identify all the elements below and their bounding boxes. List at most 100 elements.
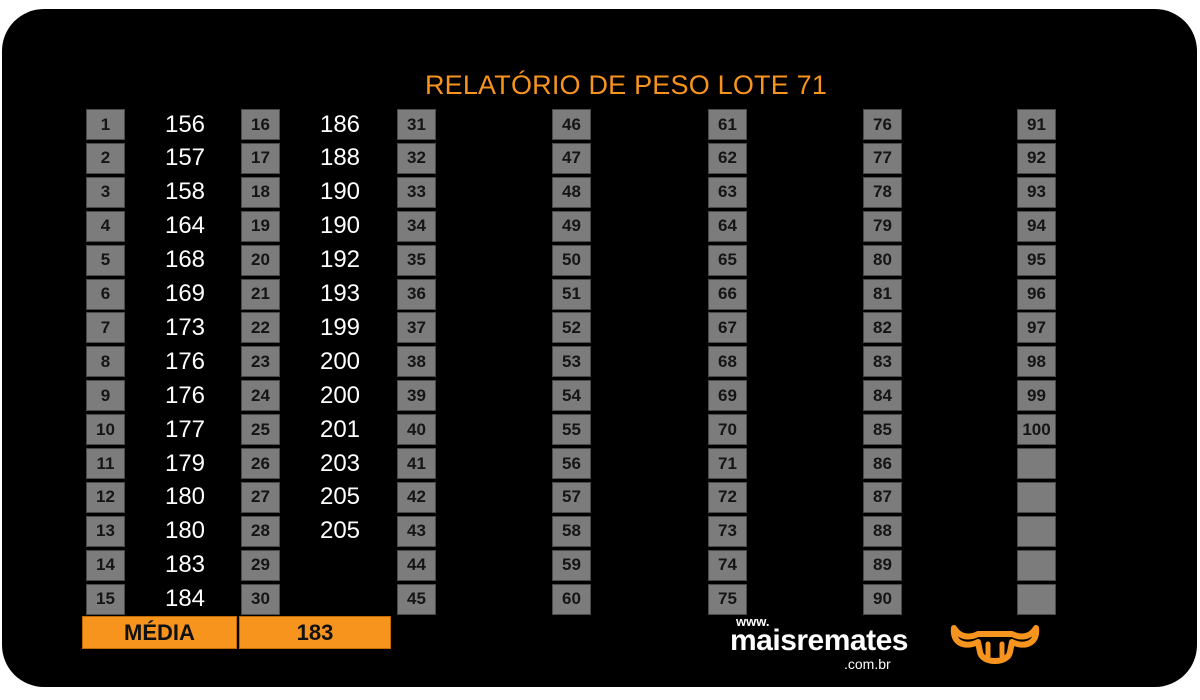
animal-number-cell: 18 bbox=[241, 176, 280, 208]
empty-cell bbox=[1017, 481, 1056, 513]
weight-value: 177 bbox=[164, 415, 206, 443]
animal-number-cell: 76 bbox=[863, 109, 902, 140]
animal-number-cell: 24 bbox=[241, 380, 280, 412]
animal-number-cell: 10 bbox=[86, 414, 125, 446]
animal-number-cell: 89 bbox=[863, 549, 902, 581]
animal-number-cell: 6 bbox=[86, 278, 125, 310]
animal-number-cell: 40 bbox=[397, 414, 436, 446]
animal-number-cell: 9 bbox=[86, 380, 125, 412]
animal-number-cell: 55 bbox=[552, 414, 591, 446]
animal-number-cell: 79 bbox=[863, 210, 902, 242]
animal-number-cell: 75 bbox=[708, 583, 747, 615]
animal-number-cell: 47 bbox=[552, 142, 591, 174]
animal-number-cell: 29 bbox=[241, 549, 280, 581]
animal-number-cell: 65 bbox=[708, 244, 747, 276]
animal-number-cell: 35 bbox=[397, 244, 436, 276]
animal-number-cell: 88 bbox=[863, 515, 902, 547]
animal-number-cell: 96 bbox=[1017, 278, 1056, 310]
animal-number-cell: 70 bbox=[708, 414, 747, 446]
weight-value: 199 bbox=[319, 313, 361, 341]
animal-number-cell: 83 bbox=[863, 346, 902, 378]
animal-number-cell: 31 bbox=[397, 109, 436, 140]
animal-number-cell: 67 bbox=[708, 312, 747, 344]
weight-value: 205 bbox=[319, 483, 361, 511]
animal-number-cell: 57 bbox=[552, 481, 591, 513]
empty-cell bbox=[1017, 515, 1056, 547]
animal-number-cell: 64 bbox=[708, 210, 747, 242]
weight-value: 180 bbox=[164, 483, 206, 511]
animal-number-cell: 17 bbox=[241, 142, 280, 174]
animal-number-cell: 53 bbox=[552, 346, 591, 378]
animal-number-cell: 2 bbox=[86, 142, 125, 174]
weight-value: 164 bbox=[164, 212, 206, 240]
animal-number-cell: 50 bbox=[552, 244, 591, 276]
animal-number-cell: 58 bbox=[552, 515, 591, 547]
animal-number-cell: 60 bbox=[552, 583, 591, 615]
animal-number-cell: 59 bbox=[552, 549, 591, 581]
animal-number-cell: 86 bbox=[863, 448, 902, 479]
animal-number-cell: 45 bbox=[397, 583, 436, 615]
animal-number-cell: 48 bbox=[552, 176, 591, 208]
weight-value: 183 bbox=[164, 551, 206, 579]
animal-number-cell: 39 bbox=[397, 380, 436, 412]
animal-number-cell: 61 bbox=[708, 109, 747, 140]
animal-number-cell: 25 bbox=[241, 414, 280, 446]
animal-number-cell: 43 bbox=[397, 515, 436, 547]
animal-number-cell: 22 bbox=[241, 312, 280, 344]
animal-number-cell: 23 bbox=[241, 346, 280, 378]
animal-number-cell: 21 bbox=[241, 278, 280, 310]
animal-number-cell: 3 bbox=[86, 176, 125, 208]
animal-number-cell: 42 bbox=[397, 481, 436, 513]
animal-number-cell: 63 bbox=[708, 176, 747, 208]
animal-number-cell: 20 bbox=[241, 244, 280, 276]
weight-value: 203 bbox=[319, 449, 361, 477]
animal-number-cell: 73 bbox=[708, 515, 747, 547]
animal-number-cell: 91 bbox=[1017, 109, 1056, 140]
weight-value: 200 bbox=[319, 347, 361, 375]
animal-number-cell: 5 bbox=[86, 244, 125, 276]
animal-number-cell: 94 bbox=[1017, 210, 1056, 242]
animal-number-cell: 84 bbox=[863, 380, 902, 412]
weight-value: 168 bbox=[164, 246, 206, 274]
animal-number-cell: 1 bbox=[86, 109, 125, 140]
animal-number-cell: 56 bbox=[552, 448, 591, 479]
weight-value: 201 bbox=[319, 415, 361, 443]
animal-number-cell: 80 bbox=[863, 244, 902, 276]
animal-number-cell: 15 bbox=[86, 583, 125, 615]
logo-domain: .com.br bbox=[844, 656, 891, 672]
empty-cell bbox=[1017, 583, 1056, 615]
weight-value: 193 bbox=[319, 280, 361, 307]
animal-number-cell: 26 bbox=[241, 448, 280, 479]
animal-number-cell: 28 bbox=[241, 515, 280, 547]
animal-number-cell: 7 bbox=[86, 312, 125, 344]
weight-value: 190 bbox=[319, 178, 361, 206]
animal-number-cell: 16 bbox=[241, 109, 280, 140]
animal-number-cell: 52 bbox=[552, 312, 591, 344]
bull-horns-icon bbox=[950, 625, 1040, 664]
weight-value: 169 bbox=[164, 280, 206, 307]
weight-value: 158 bbox=[164, 178, 206, 206]
animal-number-cell: 95 bbox=[1017, 244, 1056, 276]
animal-number-cell: 8 bbox=[86, 346, 125, 378]
weight-value: 186 bbox=[319, 110, 361, 138]
weight-value: 180 bbox=[164, 517, 206, 545]
report-panel bbox=[2, 9, 1197, 687]
animal-number-cell: 38 bbox=[397, 346, 436, 378]
animal-number-cell: 46 bbox=[552, 109, 591, 140]
animal-number-cell: 71 bbox=[708, 448, 747, 479]
animal-number-cell: 33 bbox=[397, 176, 436, 208]
animal-number-cell: 93 bbox=[1017, 176, 1056, 208]
animal-number-cell: 51 bbox=[552, 278, 591, 310]
weight-value: 190 bbox=[319, 212, 361, 240]
animal-number-cell: 100 bbox=[1017, 414, 1056, 446]
weight-value: 184 bbox=[164, 585, 206, 613]
animal-number-cell: 30 bbox=[241, 583, 280, 615]
logo-www: www. bbox=[736, 614, 770, 629]
weight-value: 173 bbox=[164, 313, 206, 341]
animal-number-cell: 11 bbox=[86, 448, 125, 479]
animal-number-cell: 54 bbox=[552, 380, 591, 412]
animal-number-cell: 62 bbox=[708, 142, 747, 174]
animal-number-cell: 12 bbox=[86, 481, 125, 513]
weight-value: 156 bbox=[164, 110, 206, 138]
animal-number-cell: 87 bbox=[863, 481, 902, 513]
